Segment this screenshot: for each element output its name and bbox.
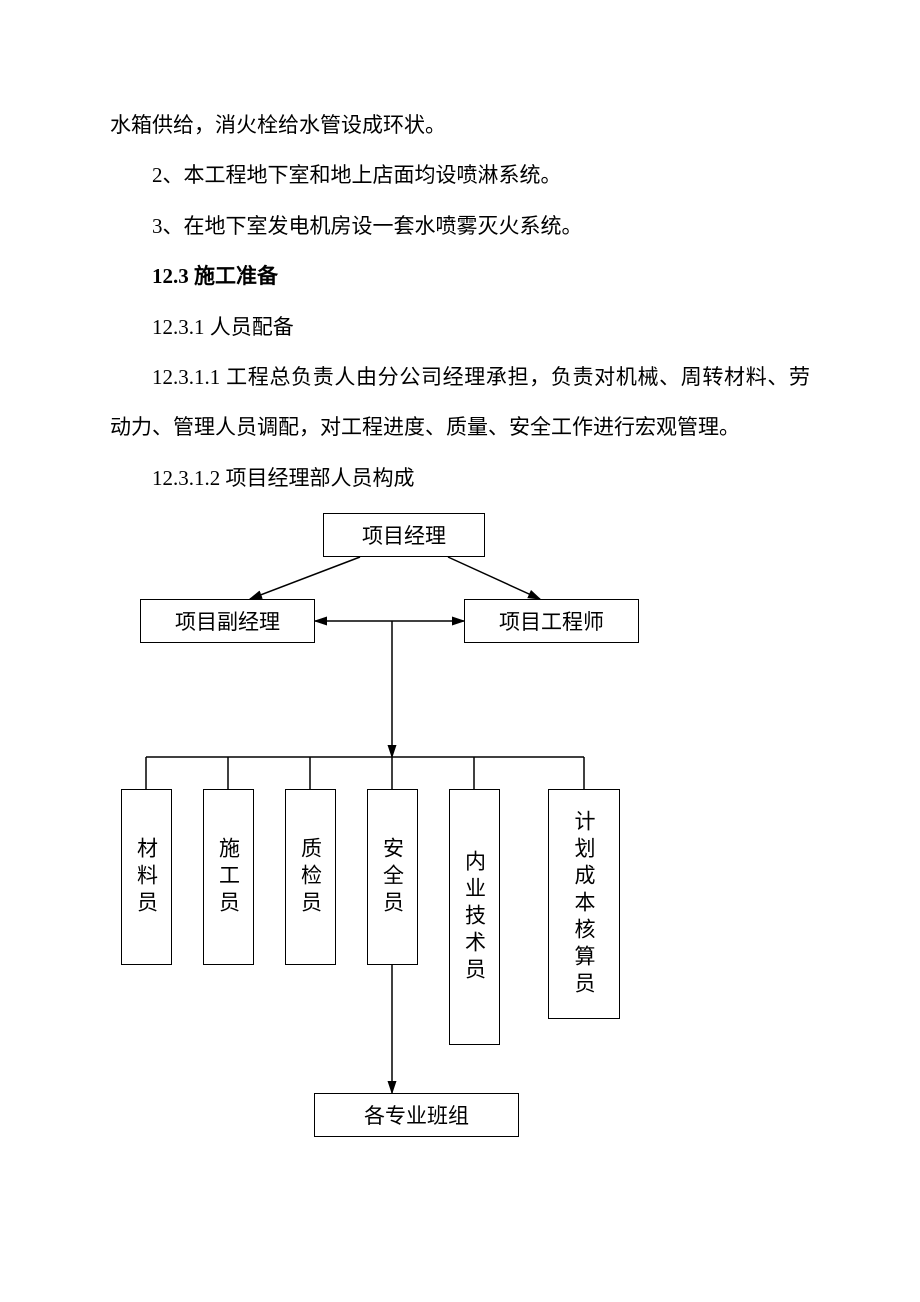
node-teams: 各专业班组 (314, 1093, 519, 1137)
node-safety-staff: 安全员 (367, 789, 418, 965)
paragraph-2: 2、本工程地下室和地上店面均设喷淋系统。 (110, 150, 810, 200)
node-label: 项目经理 (362, 520, 446, 550)
node-label: 质检员 (296, 837, 326, 918)
node-qc-staff: 质检员 (285, 789, 336, 965)
paragraph-1: 水箱供给，消火栓给水管设成环状。 (110, 100, 810, 150)
node-label: 施工员 (214, 837, 244, 918)
node-deputy-manager: 项目副经理 (140, 599, 315, 643)
node-plan-cost-staff: 计划成本核算员 (548, 789, 620, 1019)
paragraph-6: 12.3.1.2 项目经理部人员构成 (110, 453, 810, 503)
node-label: 安全员 (378, 837, 408, 918)
node-label: 计划成本核算员 (569, 810, 599, 999)
paragraph-3: 3、在地下室发电机房设一套水喷雾灭火系统。 (110, 201, 810, 251)
paragraph-4: 12.3.1 人员配备 (110, 302, 810, 352)
node-label: 内业技术员 (460, 850, 490, 985)
node-construction-staff: 施工员 (203, 789, 254, 965)
node-material-staff: 材料员 (121, 789, 172, 965)
node-label: 各专业班组 (364, 1100, 469, 1130)
heading-12-3: 12.3 施工准备 (110, 251, 810, 301)
paragraph-5: 12.3.1.1 工程总负责人由分公司经理承担，负责对机械、周转材料、劳动力、管… (110, 352, 810, 453)
node-project-engineer: 项目工程师 (464, 599, 639, 643)
node-label: 材料员 (132, 837, 162, 918)
node-label: 项目副经理 (175, 606, 280, 636)
org-chart: 项目经理 项目副经理 项目工程师 材料员 施工员 质检员 安全员 内业技术员 计… (110, 513, 810, 1173)
node-project-manager: 项目经理 (323, 513, 485, 557)
node-internal-tech-staff: 内业技术员 (449, 789, 500, 1045)
node-label: 项目工程师 (499, 606, 604, 636)
